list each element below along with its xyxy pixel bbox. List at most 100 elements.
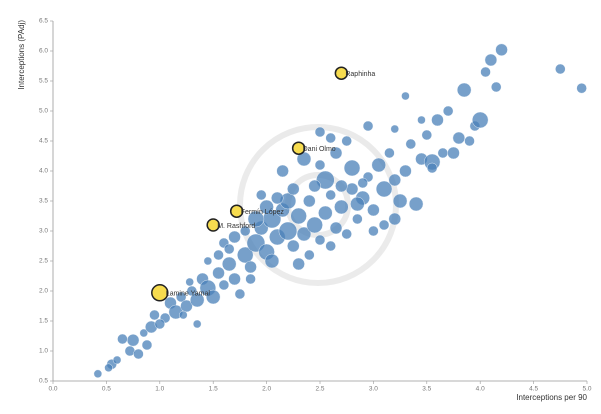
y-tick-label: 1.5: [39, 318, 48, 325]
highlight-bubble: [334, 66, 349, 80]
bubble: [495, 43, 508, 56]
x-tick-label: 4.5: [529, 386, 538, 393]
bubble: [126, 334, 140, 347]
bubble: [185, 277, 194, 287]
bubble: [308, 179, 321, 193]
bubble: [290, 207, 307, 225]
bubble: [224, 243, 235, 255]
point-label: Lamine Yamal: [166, 291, 211, 298]
y-tick-label: 6.5: [39, 18, 48, 25]
bubble: [491, 81, 502, 93]
bubble: [576, 82, 587, 94]
bubble: [205, 289, 221, 305]
x-tick-label: 1.0: [155, 386, 164, 393]
bubble: [484, 53, 498, 67]
bubble: [405, 138, 416, 150]
bubble: [314, 234, 326, 246]
highlight-bubble: [206, 218, 220, 232]
bubble: [256, 189, 267, 201]
y-tick-label: 4.0: [39, 168, 48, 175]
bubble: [245, 273, 256, 285]
bubble: [325, 132, 336, 144]
bubble: [141, 339, 153, 351]
bubble: [244, 260, 257, 274]
x-tick-label: 1.5: [209, 386, 218, 393]
y-tick-label: 2.5: [39, 258, 48, 265]
x-tick-label: 3.0: [369, 386, 378, 393]
bubble: [192, 319, 202, 329]
bubble: [325, 189, 336, 201]
bubble: [189, 292, 205, 308]
bubble: [154, 318, 166, 330]
bubble: [303, 194, 316, 208]
bubble: [237, 246, 254, 264]
bubble: [259, 199, 274, 215]
bubble: [264, 253, 280, 269]
bubble: [314, 126, 326, 138]
bubble: [341, 228, 352, 240]
x-axis-title: Interceptions per 90: [516, 393, 587, 402]
bubble: [247, 210, 265, 228]
bubble: [234, 288, 246, 300]
bubble: [318, 205, 333, 221]
bubble: [384, 147, 395, 159]
x-tick-label: 3.5: [422, 386, 431, 393]
bubble: [287, 239, 300, 253]
y-tick-label: 5.5: [39, 78, 48, 85]
bubble: [367, 203, 380, 217]
bubble: [117, 333, 128, 345]
point-label: Fermín López: [241, 209, 285, 216]
bubble: [456, 82, 472, 98]
bubble: [334, 199, 349, 215]
bubble: [276, 164, 289, 178]
bubble: [378, 219, 390, 231]
bubble: [139, 328, 148, 338]
bubble: [392, 193, 408, 209]
x-tick-label: 0.5: [102, 386, 111, 393]
bubble: [357, 177, 368, 189]
y-tick-label: 2.0: [39, 288, 48, 295]
bubble: [296, 226, 312, 242]
bubble: [180, 299, 193, 313]
bubble: [179, 310, 188, 320]
bubble: [371, 157, 386, 173]
bubble: [401, 91, 410, 101]
bubble: [335, 179, 348, 193]
bubble: [352, 213, 363, 225]
bubble: [314, 159, 326, 171]
bubble: [222, 256, 237, 272]
y-tick-label: 4.5: [39, 138, 48, 145]
bubble: [271, 191, 284, 205]
bubble: [218, 279, 230, 291]
bubble: [329, 146, 343, 160]
bubble: [362, 120, 374, 132]
bubble: [375, 180, 393, 198]
bubble: [431, 113, 444, 127]
x-tick-label: 0.0: [48, 386, 57, 393]
bubble: [480, 66, 491, 78]
bubble: [555, 63, 566, 75]
bubble: [292, 257, 305, 271]
highlight-bubble: [229, 204, 244, 218]
bubble: [408, 196, 424, 212]
y-tick-label: 3.5: [39, 198, 48, 205]
y-tick-label: 5.0: [39, 108, 48, 115]
bubble: [203, 256, 213, 266]
x-tick-label: 4.0: [476, 386, 485, 393]
bubble: [350, 196, 365, 212]
bubble: [341, 135, 352, 147]
bubble: [306, 216, 323, 234]
y-tick-label: 6.0: [39, 48, 48, 55]
bubble: [213, 249, 224, 261]
y-axis-title: Interceptions (PAdj): [17, 20, 26, 90]
y-tick-label: 0.5: [39, 378, 48, 385]
bubble: [304, 249, 315, 261]
bubble: [175, 291, 187, 303]
bubble: [472, 111, 489, 129]
x-tick-label: 2.0: [262, 386, 271, 393]
bubble: [343, 159, 361, 177]
point-label: Dani Olmo: [303, 146, 336, 153]
bubble: [417, 115, 426, 125]
bubble: [452, 131, 466, 145]
